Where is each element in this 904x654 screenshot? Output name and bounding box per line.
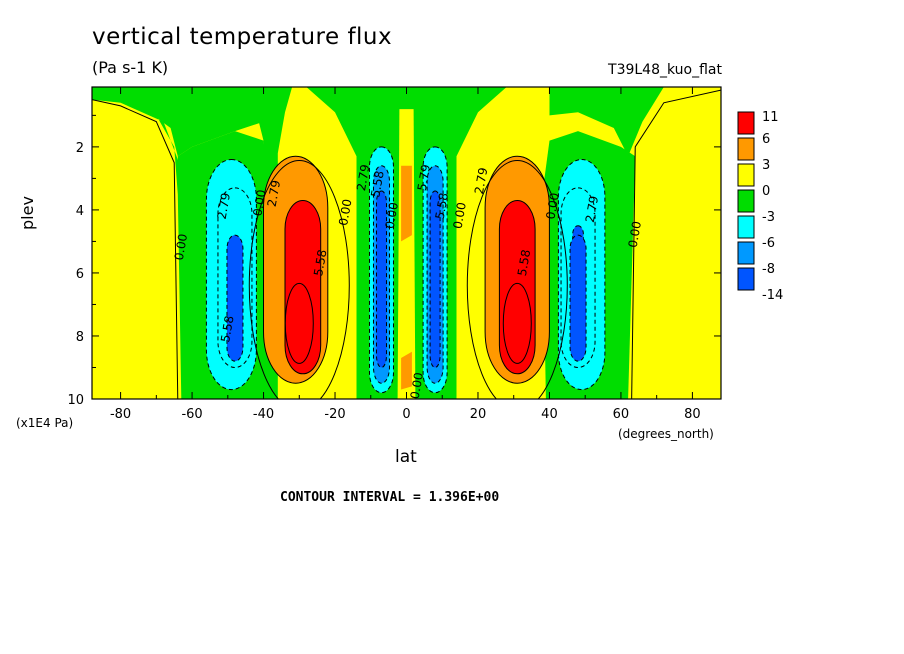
outer-contour-1 — [466, 160, 568, 399]
blue-eq-0 — [375, 190, 387, 368]
contour-boundary-right — [631, 89, 721, 399]
contour-label: 2.79 — [215, 192, 233, 221]
x-tick-label: 0 — [402, 407, 410, 422]
red-core-contour-1 — [502, 282, 532, 364]
y-tick-label: 6 — [76, 267, 84, 282]
legend-label: -8 — [762, 262, 775, 277]
x-tick-label: 80 — [684, 407, 701, 422]
legend-swatch — [737, 215, 755, 239]
contour-label: 0.00 — [172, 233, 190, 262]
legend-label: -3 — [762, 210, 775, 225]
green-region-right-top — [549, 87, 721, 157]
y-axis-unit: (x1E4 Pa) — [16, 416, 74, 430]
contour-label: 5.79 — [415, 163, 433, 192]
contour-label: 5.58 — [311, 248, 329, 277]
y-tick-label: 2 — [76, 141, 84, 156]
contour-label: 0.00 — [451, 201, 469, 230]
contour-label: 2.79 — [583, 195, 601, 224]
plot-field: 0.002.795.580.002.795.580.002.795.580.00… — [92, 87, 721, 400]
legend-swatch — [737, 137, 755, 161]
contour-label: 0.00 — [383, 201, 401, 230]
cyan-inner-contour-1 — [560, 187, 596, 368]
x-axis-label: lat — [395, 447, 417, 467]
legend-swatch — [737, 267, 755, 291]
y-tick-label: 4 — [76, 204, 84, 219]
cyan-inner-contour-0 — [217, 187, 253, 368]
legend-swatch — [737, 241, 755, 265]
legend-swatch — [737, 189, 755, 213]
blue-core-0 — [226, 234, 244, 362]
x-tick-label: 60 — [613, 407, 630, 422]
contour-label: 2.79 — [472, 166, 490, 195]
x-tick-label: 40 — [541, 407, 558, 422]
contour-label: 0.00 — [336, 198, 354, 227]
green-region-left-outer — [92, 87, 293, 399]
contour-interval-note: CONTOUR INTERVAL = 1.396E+00 — [280, 490, 500, 505]
blue-core-1 — [569, 234, 587, 362]
band-red-right — [498, 200, 536, 375]
contour-boundary-left — [92, 99, 179, 399]
contour-label: 0.00 — [408, 371, 426, 400]
contour-label: 2.79 — [354, 163, 372, 192]
x-tick-label: -60 — [181, 407, 202, 422]
contour-label: 0.00 — [626, 220, 644, 249]
contour-label: 5.58 — [368, 170, 386, 199]
legend-swatch — [737, 111, 755, 135]
legend-label: 6 — [762, 132, 770, 147]
legend-label: 3 — [762, 158, 770, 173]
outer-contour-0 — [248, 160, 350, 399]
chart-title: vertical temperature flux — [92, 24, 393, 50]
contour-label: 2.79 — [265, 179, 283, 208]
x-axis-unit: (degrees_north) — [618, 427, 714, 441]
chart-units: (Pa s-1 K) — [92, 58, 169, 77]
orange-spine-top — [401, 165, 412, 242]
contour-label: 5.58 — [515, 248, 533, 277]
contour-label: 5.58 — [433, 192, 451, 221]
y-tick-label: 10 — [67, 393, 84, 408]
contour-label: 0.00 — [250, 189, 268, 218]
red-core-contour-0 — [284, 282, 314, 364]
band-red-left — [284, 200, 322, 375]
green-region-left-top — [120, 87, 264, 157]
contour-label: 0.00 — [543, 192, 561, 221]
blue-eq-1 — [429, 190, 441, 368]
legend-label: -14 — [762, 288, 783, 303]
orange-spine-bottom — [401, 351, 412, 390]
legend-label: 11 — [762, 110, 779, 125]
legend-label: 0 — [762, 184, 770, 199]
run-id-label: T39L48_kuo_flat — [608, 62, 722, 78]
y-tick-label: 8 — [76, 330, 84, 345]
x-tick-label: 20 — [470, 407, 487, 422]
x-tick-label: -40 — [253, 407, 274, 422]
x-tick-label: -20 — [324, 407, 345, 422]
x-tick-label: -80 — [110, 407, 131, 422]
legend-swatch — [737, 163, 755, 187]
contour-label: 5.58 — [218, 315, 236, 344]
legend-label: -6 — [762, 236, 775, 251]
